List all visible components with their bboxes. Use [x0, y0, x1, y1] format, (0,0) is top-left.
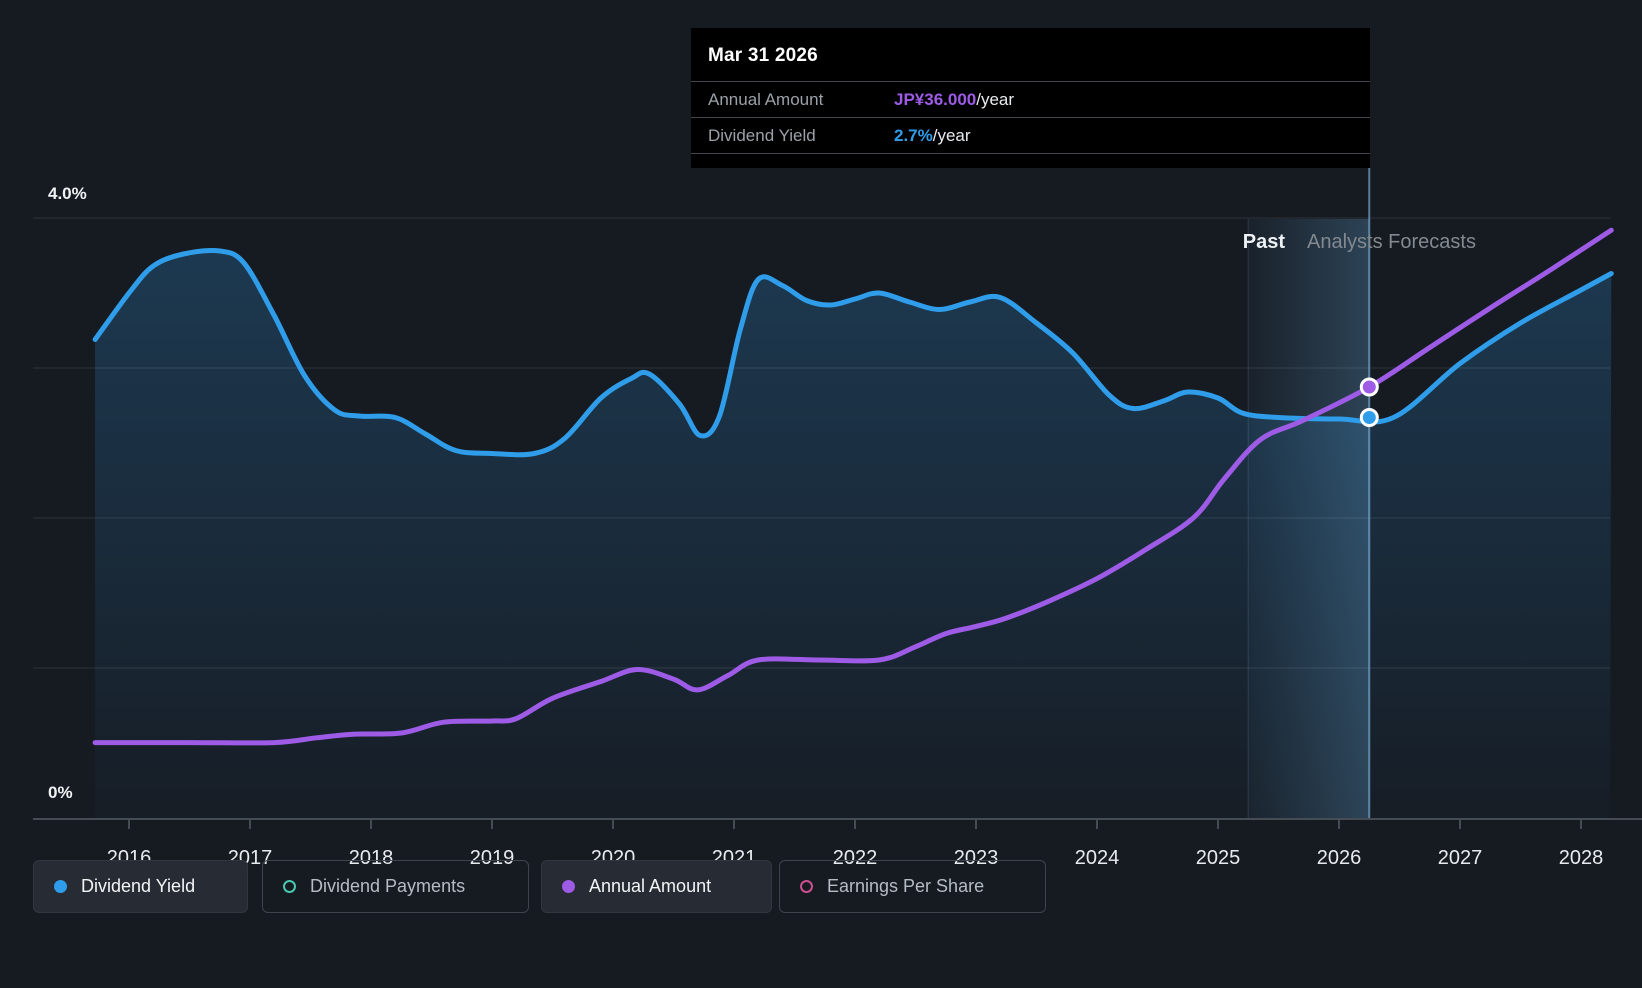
tooltip-row-annual-amount: Annual Amount JP¥36.000 /year — [691, 82, 1370, 118]
annual-amount-line — [92, 227, 1614, 746]
tooltip-suffix: /year — [976, 90, 1015, 109]
legend-item-earnings-per-share[interactable]: Earnings Per Share — [779, 860, 1046, 913]
legend-item-dividend-yield[interactable]: Dividend Yield — [33, 860, 248, 913]
legend-item-annual-amount[interactable]: Annual Amount — [541, 860, 772, 913]
legend-dot-icon — [283, 880, 296, 893]
x-axis-label: 2027 — [1437, 847, 1483, 869]
x-axis-label: 2028 — [1558, 847, 1604, 869]
x-axis-label: 2019 — [469, 847, 515, 869]
x-axis-label: 2022 — [832, 847, 878, 869]
past-label: Past — [1242, 231, 1285, 253]
legend-label: Earnings Per Share — [827, 876, 985, 896]
tooltip-label: Annual Amount — [708, 90, 824, 109]
x-axis-label: 2018 — [348, 847, 394, 869]
hover-marker-annual-amount — [1359, 377, 1379, 397]
tooltip-row-dividend-yield: Dividend Yield 2.7% /year — [691, 118, 1370, 154]
dividend-yield-line — [92, 247, 1614, 458]
legend-label: Annual Amount — [589, 876, 712, 896]
x-axis-label: 2023 — [953, 847, 999, 869]
legend-dot-icon — [562, 880, 575, 893]
tooltip-label: Dividend Yield — [708, 126, 816, 145]
chart-tooltip: Mar 31 2026 Annual Amount JP¥36.000 /yea… — [691, 28, 1370, 168]
legend-label: Dividend Yield — [81, 876, 196, 896]
x-axis-label: 2026 — [1316, 847, 1362, 869]
legend-label: Dividend Payments — [310, 876, 466, 896]
tooltip-date: Mar 31 2026 — [691, 28, 1370, 82]
tooltip-value-dividend-yield: 2.7% — [894, 126, 933, 145]
y-axis-label-max: 4.0% — [48, 184, 87, 203]
tooltip-suffix: /year — [932, 126, 971, 145]
yield-area-fill — [95, 250, 1612, 819]
x-axis-label: 2024 — [1074, 847, 1120, 869]
analysts-forecasts-label: Analysts Forecasts — [1307, 231, 1476, 253]
legend-dot-icon — [800, 880, 813, 893]
y-axis-label-zero: 0% — [48, 783, 73, 802]
legend-dot-icon — [54, 880, 67, 893]
tooltip-value-annual-amount: JP¥36.000 — [894, 90, 977, 109]
legend-item-dividend-payments[interactable]: Dividend Payments — [262, 860, 529, 913]
forecast-band — [1248, 219, 1370, 818]
x-axis-label: 2025 — [1195, 847, 1241, 869]
hover-marker-dividend-yield — [1359, 408, 1379, 427]
